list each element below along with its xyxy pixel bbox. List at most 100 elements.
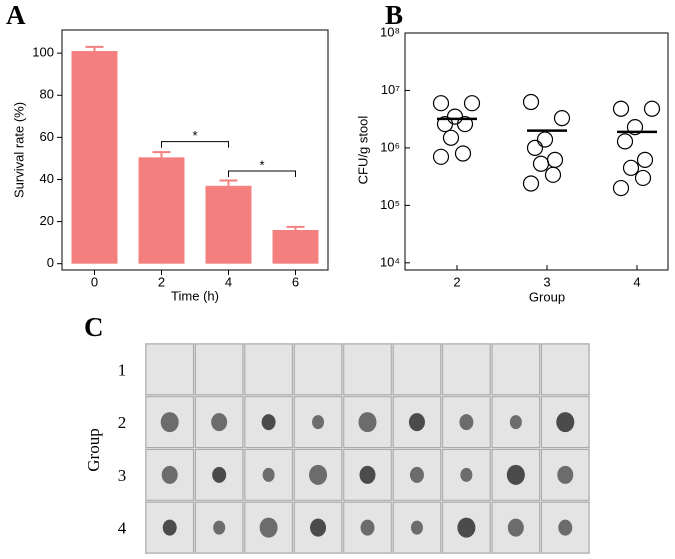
y-tick-label: 80 bbox=[40, 87, 54, 102]
x-tick-label: 6 bbox=[292, 274, 299, 289]
data-point bbox=[442, 129, 460, 146]
blot-cell bbox=[491, 343, 541, 396]
panel-label: B bbox=[385, 0, 403, 30]
panel-label: C bbox=[84, 312, 104, 342]
error-bar bbox=[286, 225, 305, 230]
blot-grid: 1 2 3 4 bbox=[118, 343, 590, 554]
data-point bbox=[446, 108, 464, 125]
data-point bbox=[634, 169, 652, 187]
data-point bbox=[626, 119, 644, 136]
data-point bbox=[526, 139, 544, 157]
y-tick-label: 100 bbox=[32, 45, 54, 60]
data-point bbox=[553, 110, 571, 127]
y-tick-label: 20 bbox=[40, 213, 54, 228]
y-tick-label: 40 bbox=[40, 171, 54, 186]
row-label: 2 bbox=[118, 413, 127, 432]
blot-dot bbox=[360, 519, 375, 536]
blot-dot bbox=[506, 464, 525, 485]
blot-dot bbox=[359, 465, 376, 484]
blot-dot bbox=[160, 412, 179, 433]
significance-label: * bbox=[192, 128, 197, 143]
blot-dot bbox=[309, 464, 328, 485]
significance-bracket bbox=[161, 141, 229, 148]
blot-dot bbox=[262, 467, 275, 482]
data-point bbox=[432, 95, 450, 112]
y-axis-label: CFU/g stool bbox=[355, 116, 370, 185]
significance-bracket bbox=[228, 170, 296, 178]
blot-dot bbox=[457, 517, 476, 538]
blot-dot bbox=[409, 466, 424, 483]
blot-cell bbox=[244, 343, 293, 396]
blot-dot bbox=[507, 518, 524, 537]
data-point bbox=[612, 179, 630, 197]
y-tick-label: 10⁷ bbox=[381, 82, 400, 97]
data-point bbox=[536, 131, 554, 148]
blot-axis-label: Group bbox=[84, 428, 103, 471]
blot-cell bbox=[343, 343, 392, 396]
blot-dot bbox=[509, 415, 522, 430]
error-bar bbox=[219, 179, 238, 186]
data-point bbox=[463, 95, 481, 112]
blot-dot bbox=[310, 518, 327, 537]
data-point bbox=[636, 151, 654, 168]
blot-cell bbox=[194, 343, 244, 396]
x-tick-label: 2 bbox=[453, 274, 460, 289]
data-point bbox=[436, 115, 454, 133]
data-point bbox=[546, 151, 564, 168]
blot-dot bbox=[557, 465, 574, 484]
plot-frame bbox=[61, 29, 329, 271]
blot-dot bbox=[162, 519, 177, 536]
blot-cell bbox=[392, 343, 442, 396]
y-tick-label: 10⁴ bbox=[380, 254, 400, 269]
y-tick-label: 0 bbox=[47, 255, 54, 270]
x-tick-label: 4 bbox=[633, 274, 640, 289]
x-axis-label: Group bbox=[529, 289, 565, 304]
error-bar bbox=[152, 151, 171, 158]
blot-dot bbox=[410, 520, 423, 535]
data-point bbox=[522, 93, 540, 111]
blot-dot bbox=[161, 465, 178, 484]
plot-frame bbox=[404, 32, 669, 271]
y-tick-label: 10⁸ bbox=[380, 24, 400, 39]
blot-dot bbox=[261, 414, 276, 431]
data-point bbox=[616, 133, 634, 150]
x-tick-label: 2 bbox=[158, 274, 165, 289]
y-axis-label: Survival rate (%) bbox=[11, 102, 26, 198]
data-point bbox=[544, 166, 562, 183]
blot-dot bbox=[212, 466, 227, 483]
y-tick-label: 60 bbox=[40, 129, 54, 144]
x-tick-label: 4 bbox=[225, 274, 232, 289]
blot-dot bbox=[211, 413, 228, 432]
error-bar bbox=[85, 45, 104, 52]
blot-dot bbox=[213, 520, 226, 535]
data-point bbox=[532, 155, 550, 172]
blot-cell bbox=[442, 343, 491, 396]
data-point bbox=[622, 159, 640, 176]
x-tick-label: 0 bbox=[91, 274, 98, 289]
x-tick-label: 3 bbox=[543, 274, 550, 289]
row-label: 3 bbox=[118, 466, 127, 485]
data-point bbox=[643, 100, 661, 117]
blot-dot bbox=[358, 412, 377, 433]
blot-dot bbox=[259, 517, 278, 538]
x-axis-label: Time (h) bbox=[171, 288, 219, 303]
row-label: 4 bbox=[118, 519, 127, 538]
blot-dot bbox=[312, 415, 325, 430]
bar bbox=[205, 185, 252, 264]
blot-cell bbox=[491, 501, 541, 554]
blot-dot bbox=[558, 519, 573, 536]
bar bbox=[272, 230, 319, 264]
data-point bbox=[612, 100, 630, 117]
panel-label: A bbox=[6, 0, 26, 30]
y-tick-label: 10⁵ bbox=[380, 197, 400, 212]
blot-cell bbox=[293, 343, 343, 396]
data-point bbox=[432, 148, 450, 165]
blot-dot bbox=[459, 414, 474, 431]
data-point bbox=[454, 145, 472, 162]
bar bbox=[71, 51, 118, 264]
blot-dot bbox=[460, 467, 473, 482]
data-point bbox=[456, 115, 474, 133]
data-point bbox=[522, 175, 540, 192]
bar bbox=[138, 157, 185, 264]
